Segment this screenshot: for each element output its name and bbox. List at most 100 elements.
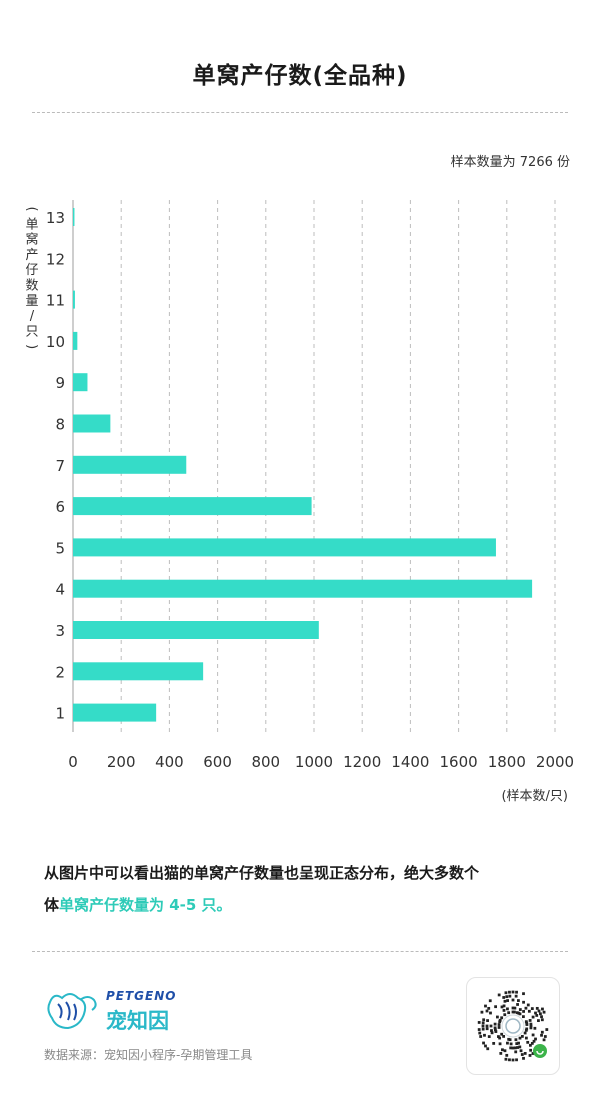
qr-module — [498, 1036, 502, 1040]
qr-module — [481, 1021, 485, 1025]
qr-module — [485, 1009, 489, 1013]
conclusion-line-1: 从图片中可以看出猫的单窝产仔数量也呈现正态分布，绝大多数个 — [44, 864, 480, 882]
qr-module — [535, 1014, 539, 1017]
qr-module — [511, 1058, 515, 1062]
qr-module — [484, 1044, 487, 1048]
qr-module — [513, 1010, 516, 1014]
qr-module — [515, 1042, 519, 1046]
y-tick-label: 8 — [55, 416, 65, 434]
qr-module — [497, 993, 501, 997]
qr-module — [500, 1016, 504, 1020]
y-axis-label-char: 仔 — [25, 263, 38, 278]
x-tick-label: 0 — [68, 753, 78, 771]
qr-module — [498, 1042, 502, 1046]
qr-module — [522, 1056, 525, 1060]
qr-module — [540, 1030, 544, 1034]
qr-module — [542, 1010, 546, 1014]
qr-module — [516, 1003, 519, 1006]
qr-module — [508, 990, 511, 994]
bar — [73, 290, 75, 309]
qr-module — [528, 1054, 532, 1057]
qr-module — [522, 1015, 525, 1019]
qr-module — [506, 1041, 509, 1045]
qr-module — [514, 994, 518, 998]
y-tick-label: 9 — [55, 374, 65, 392]
bar — [73, 621, 319, 639]
qr-module — [543, 1035, 547, 1038]
y-axis-label-char: ( — [24, 206, 39, 211]
qr-module — [501, 1048, 504, 1052]
x-tick-label: 1600 — [440, 753, 478, 771]
bar — [73, 414, 111, 433]
qr-module — [540, 1033, 543, 1037]
qr-module — [528, 1043, 532, 1047]
qr-module — [513, 1006, 517, 1010]
y-tick-label: 10 — [46, 333, 65, 351]
qr-module — [511, 1010, 515, 1014]
y-axis-label-char: 只 — [25, 324, 38, 339]
qr-module — [498, 1018, 502, 1022]
bottom-divider — [32, 951, 568, 952]
qr-module — [504, 1057, 508, 1061]
qr-module — [509, 1046, 513, 1050]
qr-module — [537, 1019, 540, 1022]
qr-module — [518, 1008, 522, 1011]
qr-module — [479, 1035, 483, 1038]
brand-name-cn: 宠知因 — [106, 1009, 169, 1033]
qr-module — [515, 1058, 518, 1062]
qr-module — [522, 1000, 525, 1004]
qr-module — [503, 1049, 507, 1053]
qr-module — [531, 1033, 535, 1037]
qr-module — [529, 1048, 533, 1052]
y-tick-label: 4 — [55, 581, 65, 599]
qr-module — [523, 1031, 527, 1035]
qr-module — [520, 1035, 524, 1038]
qr-module — [499, 1052, 503, 1055]
qr-module — [503, 999, 507, 1003]
qr-module — [518, 1045, 522, 1049]
qr-module — [494, 1030, 498, 1033]
qr-module — [497, 1026, 501, 1029]
qr-module — [541, 1007, 544, 1011]
qr-module — [494, 1005, 498, 1009]
qr-module — [485, 1027, 489, 1031]
qr-module — [504, 991, 508, 995]
qr-module — [537, 1009, 541, 1013]
qr-module — [511, 1006, 515, 1010]
qr-module — [483, 1033, 486, 1037]
qr-module — [528, 1019, 532, 1022]
qr-module — [507, 1011, 511, 1015]
qr-module — [531, 1015, 535, 1019]
qr-code-card[interactable] — [466, 977, 560, 1075]
conclusion-prefix: 体 — [44, 896, 60, 914]
x-tick-label: 2000 — [536, 753, 574, 771]
qr-module — [518, 1012, 522, 1016]
bar — [73, 662, 204, 681]
qr-module — [486, 1019, 489, 1022]
qr-module — [535, 1006, 539, 1010]
qr-module — [529, 1024, 533, 1028]
qr-module — [525, 1027, 529, 1031]
y-axis-label-char: 窝 — [25, 232, 38, 248]
qr-module — [513, 1046, 517, 1050]
x-tick-label: 800 — [251, 753, 280, 771]
qr-module — [516, 1046, 519, 1049]
qr-module — [530, 1007, 534, 1011]
qr-module — [534, 1011, 537, 1015]
bar-chart: 0 200 400 600 800 1000 1200 1400 1600 1800 2000123… — [24, 200, 574, 804]
y-tick-label: 11 — [46, 292, 65, 310]
qr-module — [508, 994, 512, 998]
qr-module — [508, 1058, 511, 1062]
bar — [73, 208, 75, 226]
qr-module — [525, 1023, 529, 1026]
qr-module — [509, 1042, 513, 1046]
qr-module — [540, 1015, 543, 1019]
top-divider — [32, 112, 568, 113]
qr-module — [492, 1041, 496, 1045]
sample-count-note: 样本数量为 7266 份 — [450, 155, 570, 170]
qr-module — [529, 1022, 533, 1026]
qr-module — [482, 1041, 485, 1045]
qr-module — [500, 1032, 504, 1036]
qr-module — [493, 1022, 497, 1026]
qr-module — [526, 1003, 530, 1007]
